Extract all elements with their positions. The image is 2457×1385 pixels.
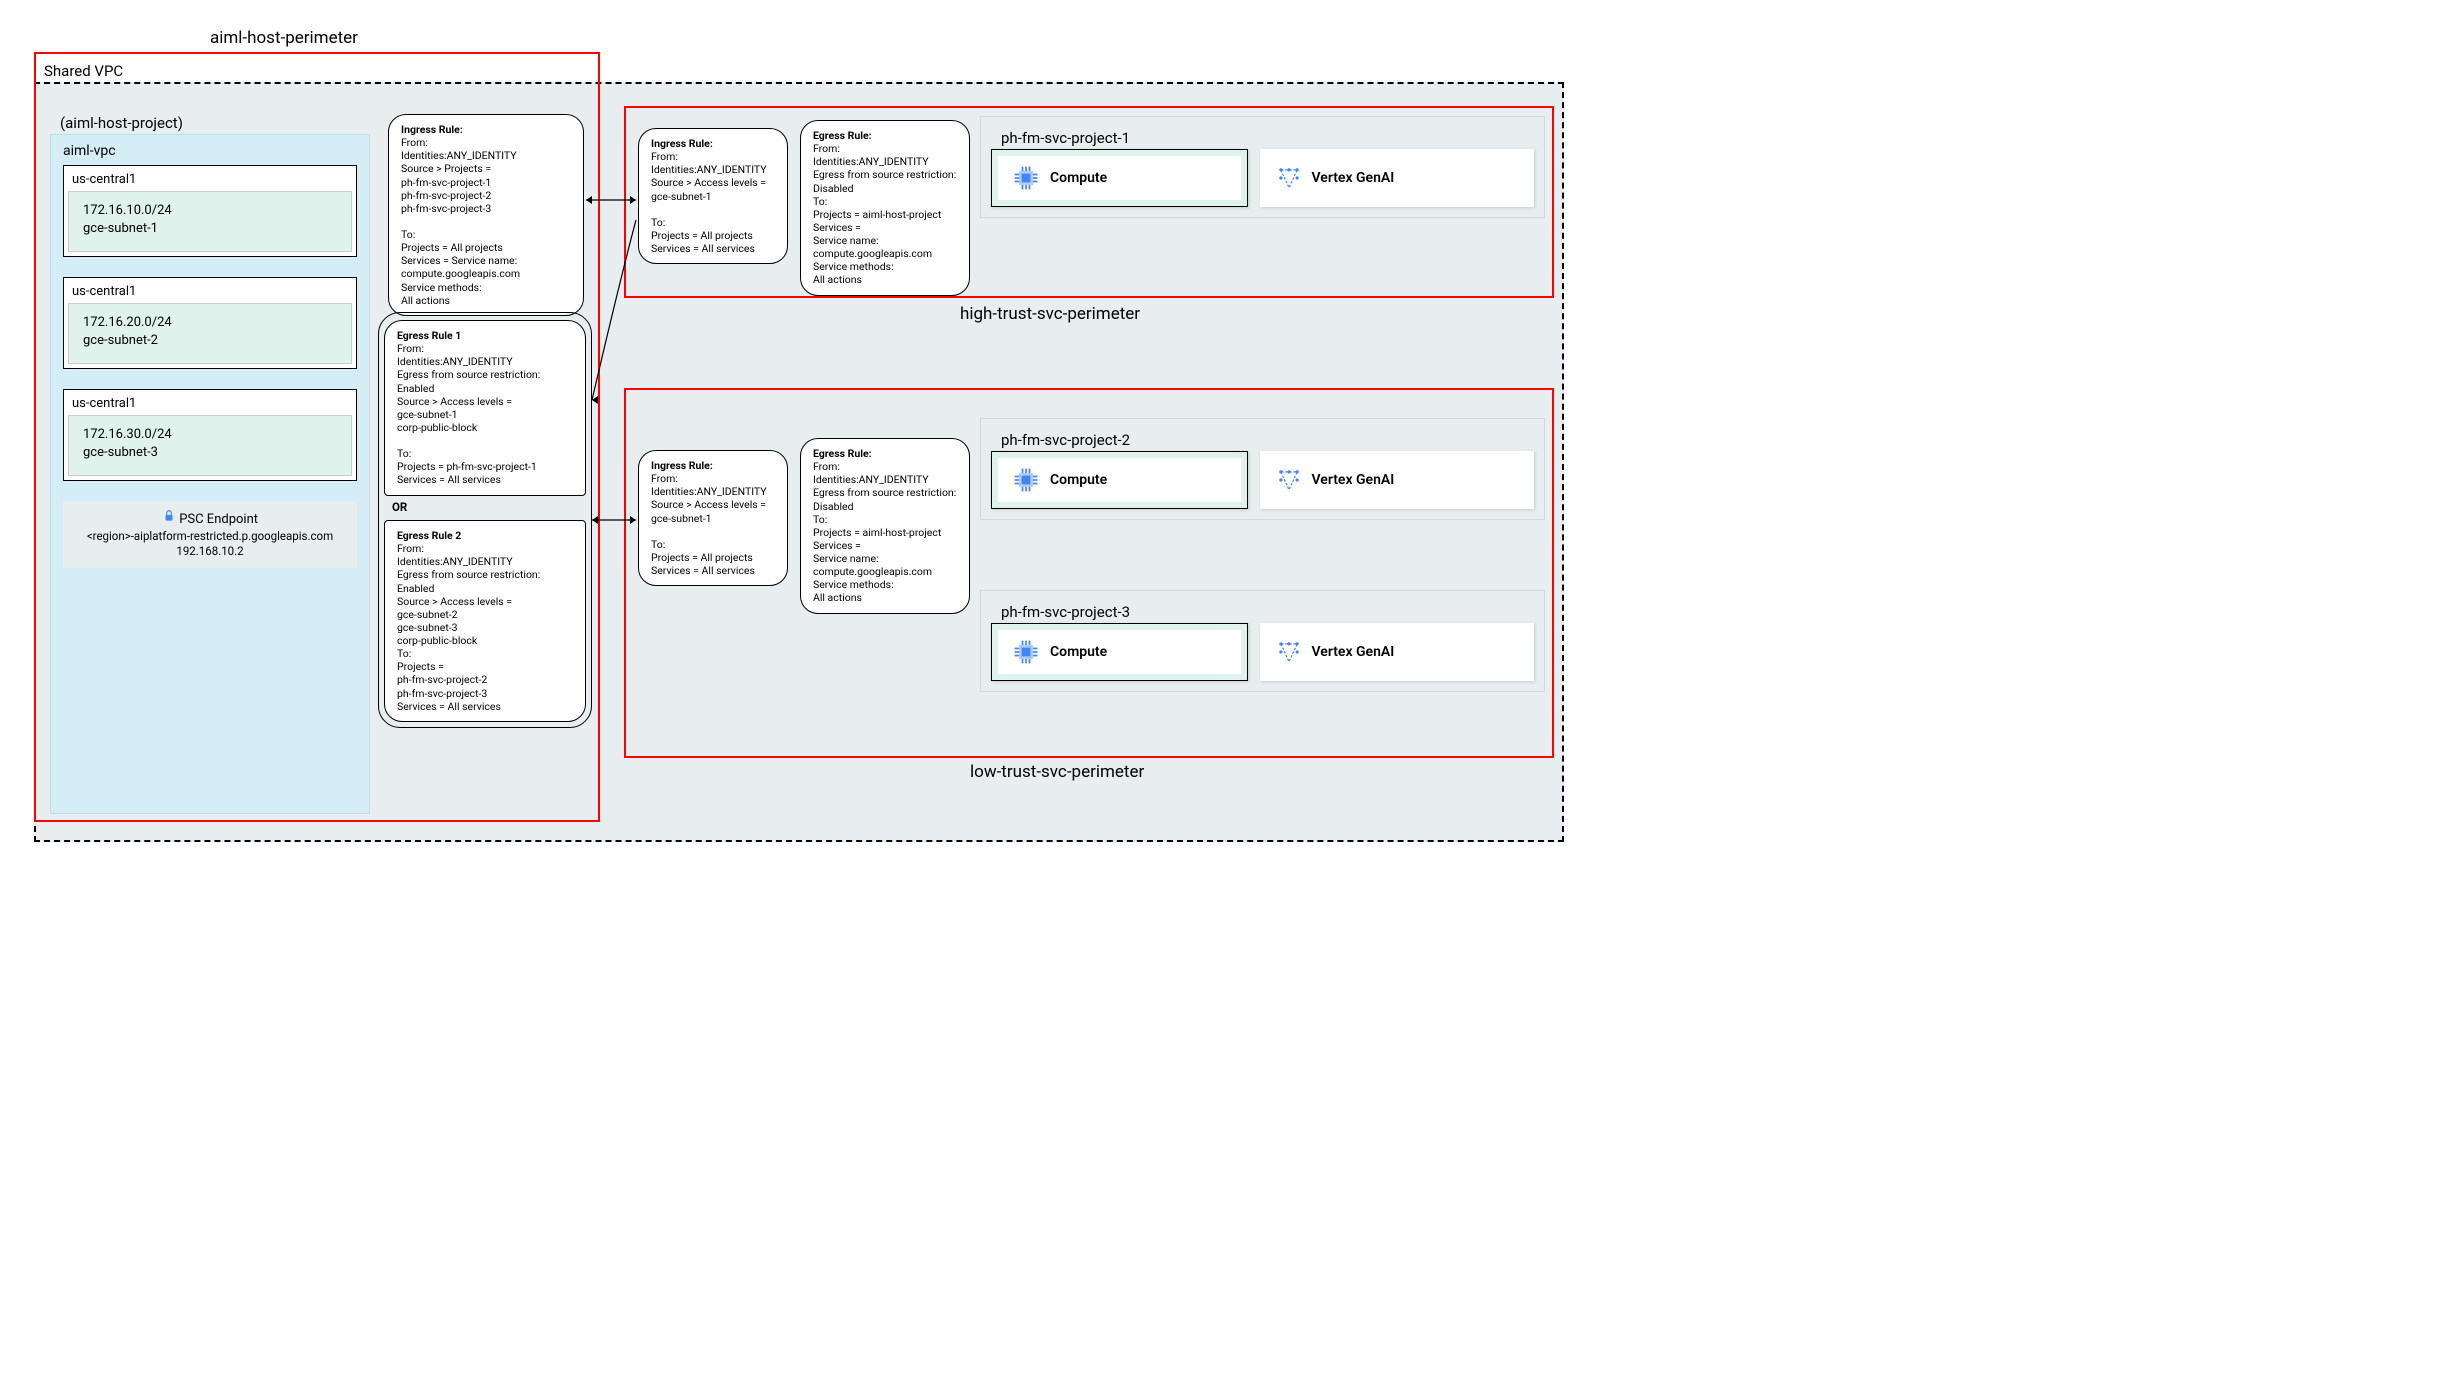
svc-project-2: ph-fm-svc-project-2 Compute Vertex GenAI	[980, 418, 1545, 534]
compute-card-3: Compute	[991, 623, 1248, 681]
host-ingress-rule: Ingress Rule:From:Identities:ANY_IDENTIT…	[388, 114, 584, 316]
diagram-canvas: aiml-host-perimeter Shared VPC (aiml-hos…	[20, 20, 1560, 840]
aiml-host-perimeter-label: aiml-host-perimeter	[210, 28, 358, 48]
high-trust-perimeter-label: high-trust-svc-perimeter	[960, 304, 1140, 324]
svc-project-1: ph-fm-svc-project-1 Compute Vertex GenAI	[980, 116, 1545, 232]
low-trust-perimeter-label: low-trust-svc-perimeter	[970, 762, 1144, 782]
vertex-label-1: Vertex GenAI	[1312, 170, 1395, 186]
vertex-label-3: Vertex GenAI	[1312, 644, 1395, 660]
compute-label-1: Compute	[1050, 170, 1107, 186]
compute-label-2: Compute	[1050, 472, 1107, 488]
host-egress-rule-2: Egress Rule 2From:Identities:ANY_IDENTIT…	[384, 520, 586, 722]
vertex-card-3: Vertex GenAI	[1260, 623, 1535, 681]
svc-project-3-title: ph-fm-svc-project-3	[991, 597, 1534, 623]
host-egress-rule-1: Egress Rule 1From:Identities:ANY_IDENTIT…	[384, 320, 586, 496]
vertex-icon	[1276, 467, 1302, 493]
vertex-card-1: Vertex GenAI	[1260, 149, 1535, 207]
compute-card-1: Compute	[991, 149, 1248, 207]
compute-icon	[1012, 466, 1040, 494]
svc-project-3: ph-fm-svc-project-3 Compute Vertex GenAI	[980, 590, 1545, 706]
svc-egress-rule-2: Egress Rule:From:Identities:ANY_IDENTITY…	[800, 438, 970, 614]
svc-egress-rule-1: Egress Rule:From:Identities:ANY_IDENTITY…	[800, 120, 970, 296]
vertex-card-2: Vertex GenAI	[1260, 451, 1535, 509]
svc-ingress-rule-1: Ingress Rule:From:Identities:ANY_IDENTIT…	[638, 128, 788, 264]
compute-label-3: Compute	[1050, 644, 1107, 660]
vertex-label-2: Vertex GenAI	[1312, 472, 1395, 488]
vertex-icon	[1276, 639, 1302, 665]
svc-ingress-rule-2: Ingress Rule:From:Identities:ANY_IDENTIT…	[638, 450, 788, 586]
compute-icon	[1012, 164, 1040, 192]
svc-project-2-title: ph-fm-svc-project-2	[991, 425, 1534, 451]
vertex-icon	[1276, 165, 1302, 191]
compute-card-2: Compute	[991, 451, 1248, 509]
svc-project-1-title: ph-fm-svc-project-1	[991, 123, 1534, 149]
compute-icon	[1012, 638, 1040, 666]
or-label: OR	[392, 500, 407, 514]
